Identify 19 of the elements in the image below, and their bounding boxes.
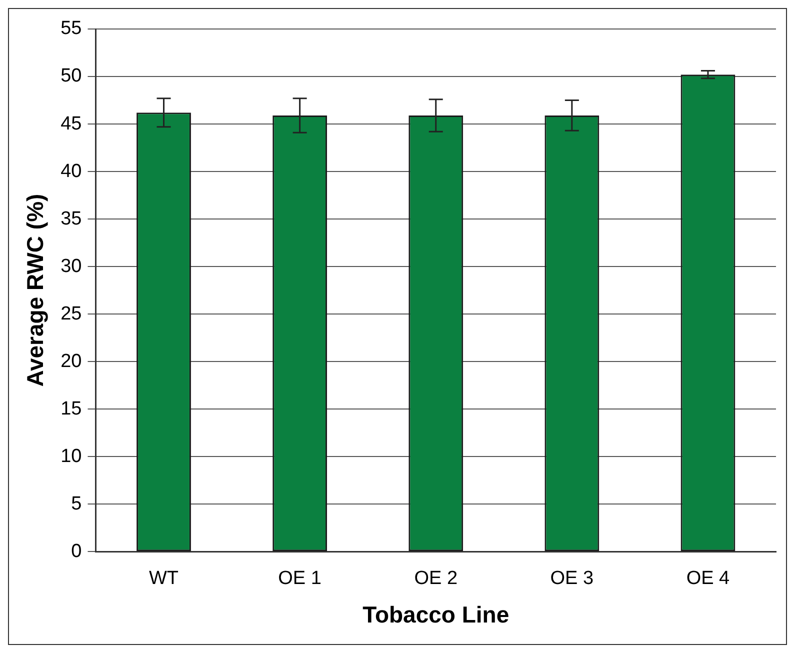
x-tick-label: OE 2 — [414, 568, 458, 590]
y-tick-label: 35 — [60, 208, 82, 230]
x-tick-label: OE 1 — [278, 568, 322, 590]
y-tick-label: 40 — [60, 160, 82, 182]
y-tick-label: 10 — [60, 446, 82, 467]
y-tick-label: 50 — [60, 66, 82, 87]
x-axis-title: Tobacco Line — [362, 602, 510, 628]
x-tick-label: OE 4 — [686, 568, 730, 590]
y-tick-label: 0 — [71, 540, 82, 562]
y-tick-label: 30 — [60, 256, 82, 277]
x-tick-label: WT — [148, 568, 179, 590]
y-tick-label: 5 — [71, 493, 82, 514]
x-tick-label: OE 3 — [550, 568, 594, 590]
y-axis-title: Average RWC (%) — [22, 194, 48, 387]
y-tick-label: 55 — [60, 18, 82, 40]
y-tick-label: 25 — [60, 303, 82, 324]
y-tick-label: 20 — [60, 350, 82, 372]
y-tick-label: 45 — [60, 113, 82, 134]
y-tick-label: 15 — [60, 398, 82, 420]
